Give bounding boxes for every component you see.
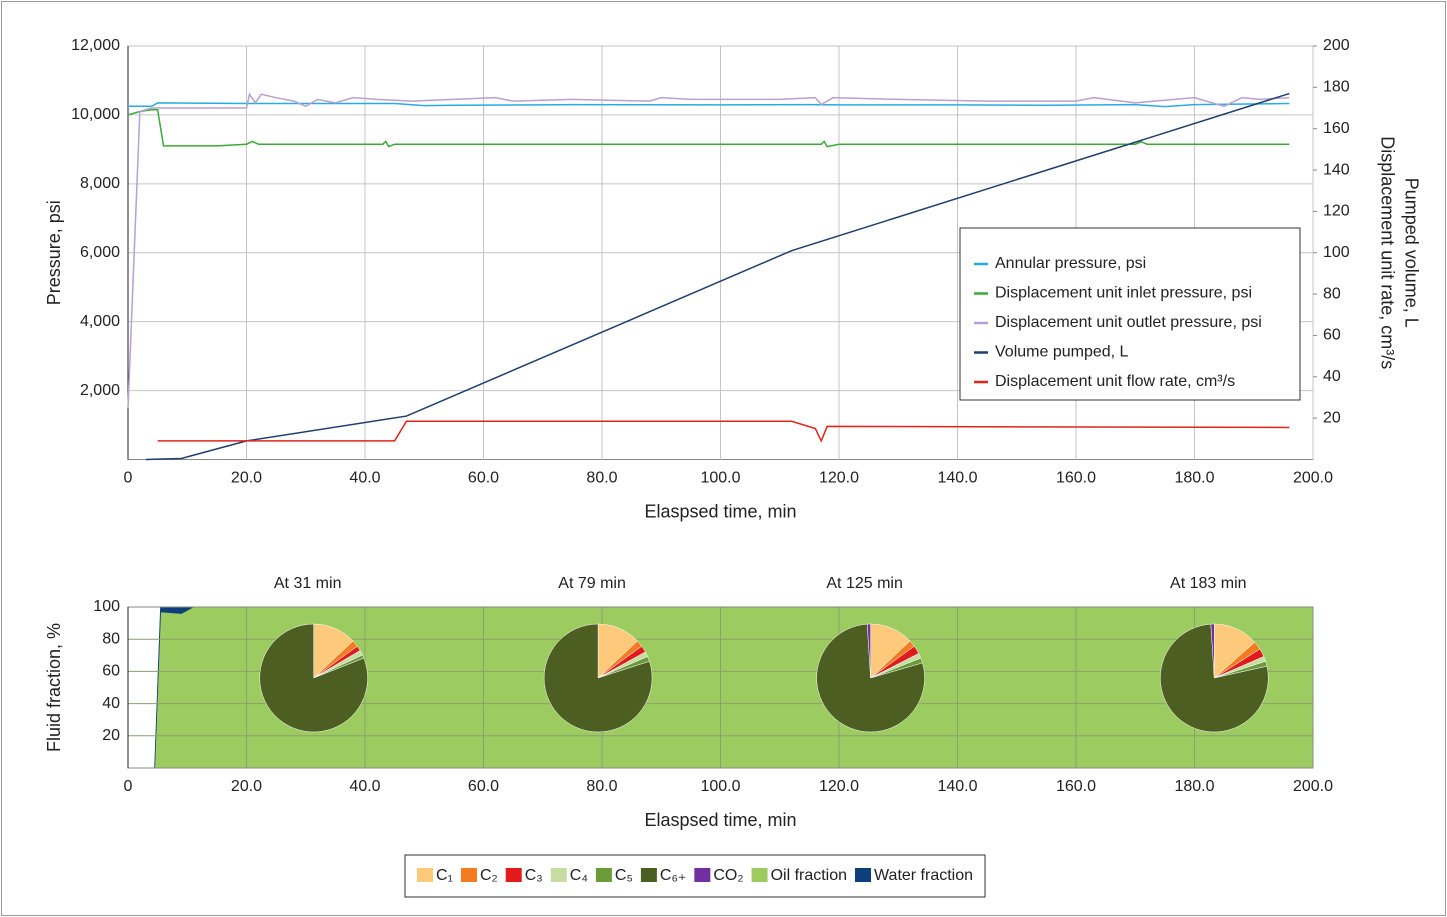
y2-tick-label: 160 bbox=[1323, 120, 1350, 137]
legend-swatch bbox=[460, 868, 477, 882]
y2-tick-label: 140 bbox=[1323, 161, 1350, 178]
x-tick-label: 40.0 bbox=[349, 470, 380, 487]
legend-label: Displacement unit outlet pressure, psi bbox=[995, 314, 1262, 331]
series-line bbox=[157, 420, 1290, 443]
y2-axis-label: Pumped volume, L bbox=[1401, 178, 1421, 328]
pie-title: At 79 min bbox=[558, 575, 626, 592]
legend-swatch bbox=[694, 868, 711, 882]
legend-swatch bbox=[417, 868, 433, 882]
pie-title: At 31 min bbox=[274, 575, 342, 592]
legend-swatch bbox=[640, 868, 657, 882]
y-tick-label: 40 bbox=[102, 695, 120, 712]
x-axis-label: Elaspsed time, min bbox=[644, 810, 796, 830]
legend-label: C₁ bbox=[436, 867, 453, 884]
y2-tick-label: 60 bbox=[1323, 327, 1341, 344]
pie-title: At 183 min bbox=[1170, 575, 1246, 592]
x-tick-label: 200.0 bbox=[1293, 778, 1333, 795]
y-tick-label: 12,000 bbox=[71, 37, 120, 54]
pie-slice bbox=[1160, 623, 1269, 733]
legend-label: Annular pressure, psi bbox=[995, 255, 1146, 272]
pie-slice bbox=[866, 623, 871, 679]
y2-tick-label: 20 bbox=[1323, 409, 1341, 426]
x-tick-label: 180.0 bbox=[1174, 470, 1214, 487]
y-axis-label: Fluid fraction, % bbox=[44, 623, 64, 752]
y-tick-label: 4,000 bbox=[80, 313, 120, 330]
x-tick-label: 100.0 bbox=[700, 778, 740, 795]
x-tick-label: 120.0 bbox=[819, 778, 859, 795]
y-axis-label: Pressure, psi bbox=[44, 200, 64, 305]
series-line bbox=[127, 108, 1290, 148]
pie-slice bbox=[543, 623, 653, 733]
x-tick-label: 140.0 bbox=[937, 470, 977, 487]
y2-tick-label: 100 bbox=[1323, 244, 1350, 261]
x-tick-label: 20.0 bbox=[231, 470, 262, 487]
x-tick-label: 0 bbox=[124, 470, 133, 487]
x-tick-label: 80.0 bbox=[586, 778, 617, 795]
legend-label: C₃ bbox=[525, 867, 543, 884]
x-tick-label: 160.0 bbox=[1056, 470, 1096, 487]
x-tick-label: 80.0 bbox=[586, 470, 617, 487]
legend-swatch bbox=[595, 868, 612, 882]
x-tick-label: 140.0 bbox=[937, 778, 977, 795]
y-tick-label: 2,000 bbox=[80, 382, 120, 399]
legend-label: Volume pumped, L bbox=[995, 344, 1129, 361]
y2-axis-label: Displacement unit rate, cm³/s bbox=[1377, 136, 1397, 369]
series-line bbox=[145, 92, 1290, 461]
y2-tick-label: 180 bbox=[1323, 79, 1350, 96]
y-tick-label: 10,000 bbox=[71, 106, 120, 123]
x-tick-label: 0 bbox=[124, 778, 133, 795]
legend-label: C₆₊ bbox=[660, 867, 686, 884]
legend-label: C₂ bbox=[480, 867, 498, 884]
y-tick-label: 8,000 bbox=[80, 175, 120, 192]
x-tick-label: 200.0 bbox=[1293, 470, 1333, 487]
y-tick-label: 20 bbox=[102, 727, 120, 744]
x-axis-label: Elaspsed time, min bbox=[644, 501, 796, 521]
y-tick-label: 100 bbox=[93, 598, 120, 615]
y2-tick-label: 200 bbox=[1323, 37, 1350, 54]
pie-slice bbox=[259, 623, 368, 733]
legend-swatch bbox=[505, 868, 522, 882]
legend-box bbox=[959, 227, 1301, 401]
x-tick-label: 160.0 bbox=[1056, 778, 1096, 795]
y-tick-label: 80 bbox=[102, 630, 120, 647]
y-tick-label: 6,000 bbox=[80, 244, 120, 261]
legend-label: CO₂ bbox=[713, 867, 743, 884]
y2-tick-label: 80 bbox=[1323, 285, 1341, 302]
legend-label: Displacement unit flow rate, cm³/s bbox=[995, 373, 1235, 390]
x-tick-label: 20.0 bbox=[231, 778, 262, 795]
x-tick-label: 100.0 bbox=[700, 470, 740, 487]
series-line bbox=[128, 102, 1290, 108]
series-line bbox=[127, 92, 1290, 408]
x-tick-label: 180.0 bbox=[1174, 778, 1214, 795]
legend-label: C₄ bbox=[570, 867, 588, 884]
legend-swatch bbox=[550, 868, 567, 882]
y2-tick-label: 40 bbox=[1323, 368, 1341, 385]
x-tick-label: 40.0 bbox=[349, 778, 380, 795]
x-tick-label: 60.0 bbox=[468, 778, 499, 795]
y-tick-label: 60 bbox=[102, 663, 120, 680]
legend: C₁ C₂ C₃ C₄ C₅ C₆₊ CO₂ Oil fraction Water fracti… bbox=[404, 854, 986, 898]
pie-title: At 125 min bbox=[826, 575, 902, 592]
legend-label: C₅ bbox=[615, 867, 633, 884]
y2-tick-label: 120 bbox=[1323, 203, 1350, 220]
legend-swatch bbox=[855, 868, 872, 882]
legend-swatch bbox=[751, 868, 768, 882]
pie-slice bbox=[1210, 623, 1215, 679]
legend-label: Displacement unit inlet pressure, psi bbox=[995, 285, 1252, 302]
x-tick-label: 60.0 bbox=[468, 470, 499, 487]
legend-label: Water fraction bbox=[874, 867, 973, 884]
pie-slice bbox=[816, 623, 925, 733]
x-tick-label: 120.0 bbox=[819, 470, 859, 487]
legend-label: Oil fraction bbox=[771, 867, 847, 884]
